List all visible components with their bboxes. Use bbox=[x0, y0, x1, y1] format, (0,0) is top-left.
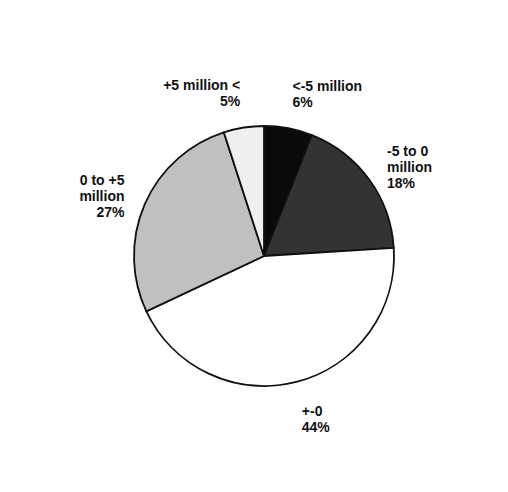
svg-text:+-044%: +-044% bbox=[302, 403, 331, 435]
svg-text:+5 million <5%: +5 million <5% bbox=[163, 77, 241, 109]
svg-text:<-5 million6%: <-5 million6% bbox=[292, 78, 362, 110]
svg-text:0 to +5million27%: 0 to +5million27% bbox=[79, 172, 125, 220]
svg-text:-5 to 0million18%: -5 to 0million18% bbox=[387, 143, 432, 191]
